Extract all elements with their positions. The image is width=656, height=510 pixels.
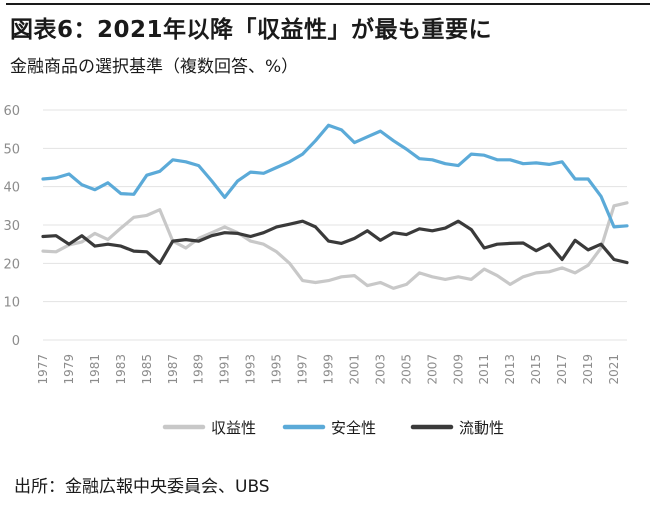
x-tick-label: 2015 — [529, 354, 543, 385]
legend: 収益性 安全性 流動性 — [162, 419, 504, 437]
x-tick-label: 2019 — [581, 354, 595, 385]
y-tick-label: 50 — [3, 142, 20, 157]
x-tick-label: 2001 — [347, 354, 361, 385]
x-tick-label: 2003 — [373, 354, 387, 385]
y-axis-ticks: 0 10 20 30 40 50 60 — [3, 104, 20, 349]
x-tick-label: 2013 — [503, 354, 517, 385]
gridlines — [43, 109, 627, 341]
x-axis-ticks: 1977 1979 1981 1983 1985 1987 1989 1991 1993 1995… — [36, 354, 621, 385]
legend-label-3: 流動性 — [459, 419, 504, 437]
x-tick-label: 2011 — [477, 354, 491, 385]
x-tick-label: 2021 — [607, 354, 621, 385]
x-tick-label: 1991 — [218, 354, 232, 385]
x-tick-label: 1981 — [88, 354, 102, 385]
series-lines — [41, 123, 629, 290]
y-tick-label: 30 — [3, 219, 20, 234]
x-tick-label: 2017 — [555, 354, 569, 385]
source-note: 出所：金融広報中央委員会、UBS — [14, 477, 270, 497]
x-tick-label: 1979 — [62, 354, 76, 385]
x-tick-label: 2007 — [425, 354, 439, 385]
series-line-3 — [41, 219, 629, 265]
x-tick-label: 1995 — [270, 354, 284, 385]
chart-subtitle: 金融商品の選択基準（複数回答、%） — [10, 57, 299, 77]
series-line-2 — [41, 123, 629, 229]
y-tick-label: 10 — [3, 296, 20, 311]
y-tick-label: 0 — [12, 334, 20, 349]
x-tick-label: 1987 — [166, 354, 180, 385]
legend-label-2: 安全性 — [331, 419, 376, 437]
chart-title: 図表6：2021年以降「収益性」が最も重要に — [10, 17, 493, 43]
y-tick-label: 20 — [3, 257, 20, 272]
series-line-1 — [41, 201, 629, 290]
x-tick-label: 1993 — [244, 354, 258, 385]
x-tick-label: 1999 — [322, 354, 336, 385]
x-tick-label: 1997 — [296, 354, 310, 385]
x-tick-label: 1985 — [140, 354, 154, 385]
legend-label-1: 収益性 — [211, 419, 256, 437]
x-tick-label: 1983 — [114, 354, 128, 385]
x-tick-label: 2005 — [399, 354, 413, 385]
x-tick-label: 1977 — [36, 354, 50, 385]
x-tick-label: 1989 — [192, 354, 206, 385]
top-rule — [6, 3, 650, 5]
y-tick-label: 40 — [3, 181, 20, 196]
y-tick-label: 60 — [3, 104, 20, 119]
x-tick-label: 2009 — [451, 354, 465, 385]
